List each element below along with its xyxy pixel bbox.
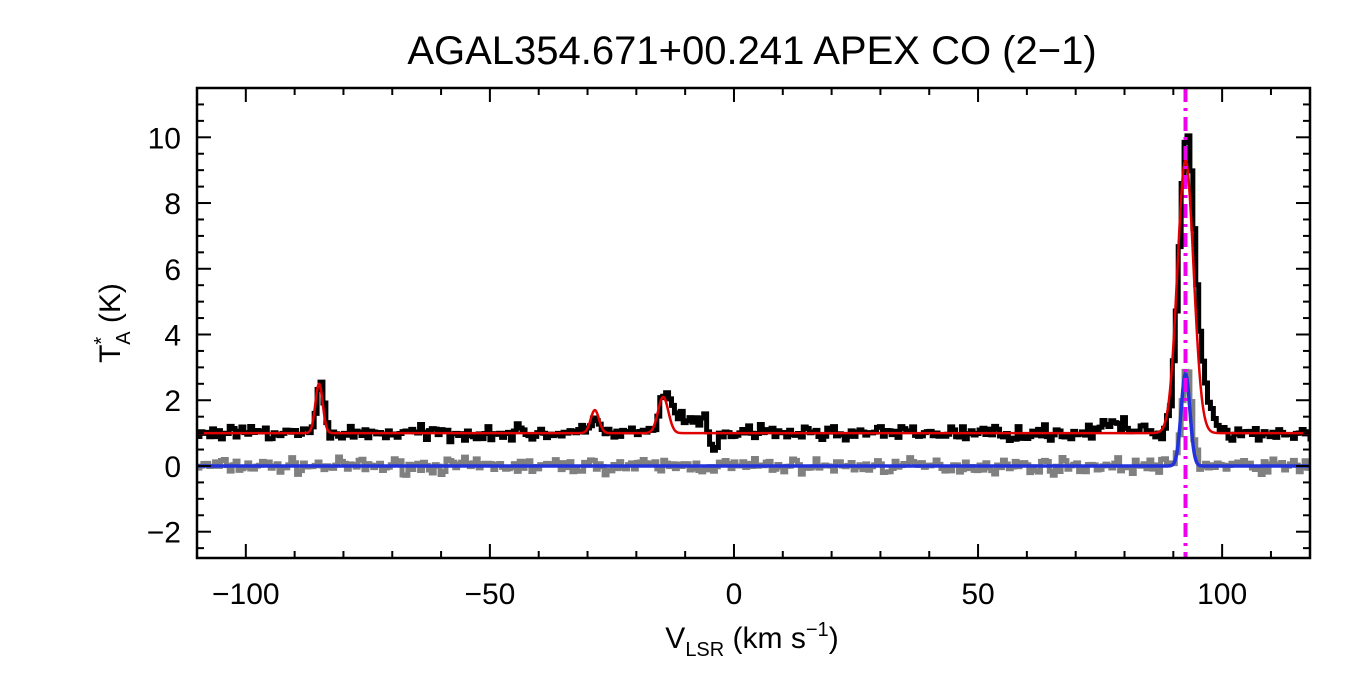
x-axis-label-close: ): [829, 622, 839, 655]
x-axis-label-main: V: [665, 622, 685, 655]
x-axis-label-sup: −1: [806, 619, 829, 641]
y-axis-label-unit: (K): [94, 283, 127, 331]
x-tick-label: 50: [961, 578, 994, 611]
y-axis-label-sub: A: [113, 331, 135, 345]
y-tick-label: 6: [164, 254, 181, 287]
y-axis-label-main: T: [94, 345, 127, 363]
y-axis-label-sup: *: [91, 337, 113, 345]
x-tick-label: 0: [726, 578, 743, 611]
x-tick-label: −100: [212, 578, 280, 611]
chart-title: AGAL354.671+00.241 APEX CO (2−1): [407, 29, 1096, 73]
x-axis-label-sub: LSR: [685, 639, 724, 661]
y-tick-label: 2: [164, 385, 181, 418]
y-axis-label: T*A (K): [91, 283, 135, 363]
residual-spectrum-line: [197, 368, 1310, 478]
y-tick-label: 10: [148, 122, 181, 155]
fit-curve-line: [197, 159, 1310, 435]
plot-frame: [195, 86, 1312, 560]
x-tick-label: −50: [464, 578, 515, 611]
x-axis-label-unit: (km s: [724, 622, 806, 655]
y-tick-label: −2: [147, 517, 181, 550]
observed-spectrum-line: [197, 133, 1310, 453]
x-axis-label: VLSR (km s−1): [665, 619, 838, 661]
component-fit-line: [197, 372, 1310, 468]
x-tick-label: 100: [1197, 578, 1247, 611]
y-tick-label: 4: [164, 320, 181, 353]
y-tick-label: 8: [164, 188, 181, 221]
y-tick-label: 0: [164, 451, 181, 484]
